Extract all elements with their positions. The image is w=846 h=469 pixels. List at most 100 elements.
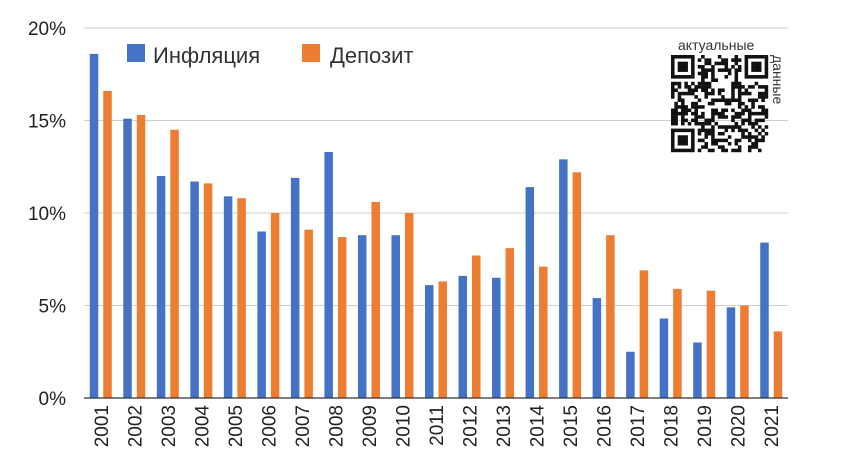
x-tick-label: 2004 [192, 405, 213, 448]
qr-module [734, 81, 739, 86]
qr-module [694, 95, 698, 99]
qr-module [711, 65, 715, 69]
grid-lines [84, 27, 788, 306]
bar-deposit [673, 288, 682, 398]
qr-module [671, 111, 675, 116]
bar-inflation [324, 151, 333, 398]
qr-module [727, 101, 732, 106]
qr-module [747, 145, 752, 149]
qr-module [744, 118, 749, 123]
qr-module [751, 105, 755, 109]
qr-module [761, 118, 765, 123]
x-tick-label: 2021 [762, 405, 783, 447]
qr-module [704, 95, 708, 99]
qr-module [671, 121, 675, 126]
qr-module [714, 61, 719, 66]
qr-module [697, 98, 702, 103]
qr-module [724, 101, 729, 106]
qr-module [684, 105, 688, 109]
bar-inflation [525, 187, 535, 398]
qr-module [671, 141, 675, 146]
x-tick-label: 2017 [628, 405, 649, 447]
qr-module [704, 131, 708, 136]
qr-module [761, 95, 765, 99]
qr-module [741, 85, 745, 89]
qr-code-block[interactable]: актуальные данные [671, 37, 786, 153]
qr-module [671, 148, 675, 153]
x-tick-label: 2014 [528, 405, 549, 448]
qr-module [717, 131, 722, 136]
qr-module [674, 55, 678, 59]
qr-module [731, 148, 735, 153]
legend-label-inflation: Инфляция [153, 43, 260, 68]
qr-module [744, 75, 749, 79]
qr-module [724, 148, 729, 153]
bar-deposit [472, 255, 481, 398]
qr-module [734, 138, 739, 143]
qr-module [737, 115, 742, 119]
qr-module [691, 71, 695, 76]
qr-module [764, 95, 769, 99]
qr-module [701, 85, 705, 89]
qr-module [694, 105, 698, 109]
qr-module [681, 108, 685, 113]
bar-deposit [606, 235, 615, 398]
qr-module [701, 115, 705, 119]
qr-module [737, 68, 742, 72]
qr-module [761, 108, 765, 113]
qr-module [737, 105, 742, 109]
qr-module [704, 85, 708, 89]
qr-module [704, 58, 708, 62]
qr-module [714, 138, 719, 143]
qr-module [711, 118, 715, 123]
qr-module [724, 98, 729, 103]
qr-module [711, 138, 715, 143]
qr-module [724, 108, 729, 113]
qr-module [734, 141, 739, 146]
qr-module [754, 128, 759, 133]
bar-inflation [760, 242, 769, 398]
qr-module [764, 115, 769, 119]
qr-module [751, 145, 755, 149]
qr-module [707, 118, 712, 123]
qr-module [764, 91, 769, 96]
qr-module [691, 61, 695, 66]
qr-module [674, 81, 678, 86]
qr-module [677, 95, 682, 99]
qr-module [701, 75, 705, 79]
bar-inflation [458, 275, 468, 398]
qr-module [711, 108, 715, 113]
qr-module [701, 78, 705, 82]
qr-module [691, 75, 695, 79]
qr-module [681, 91, 685, 96]
qr-module [707, 128, 712, 133]
qr-module [681, 75, 685, 79]
qr-module [737, 81, 742, 86]
qr-module [741, 131, 745, 136]
qr-module [707, 131, 712, 136]
qr-module [691, 58, 695, 62]
qr-module [671, 81, 675, 86]
qr-module [747, 75, 752, 79]
qr-module [747, 91, 752, 96]
qr-module [764, 55, 769, 59]
qr-module [747, 121, 752, 126]
qr-module [701, 55, 705, 59]
qr-module [734, 71, 739, 76]
qr-module [731, 128, 735, 133]
qr-module [701, 88, 705, 92]
qr-module [741, 135, 745, 139]
x-tick-label: 2020 [729, 405, 750, 447]
x-tick-label: 2006 [259, 405, 280, 447]
qr-module [701, 81, 705, 86]
qr-module [711, 141, 715, 146]
qr-caption-top: актуальные [678, 37, 755, 53]
bar-deposit [505, 248, 515, 398]
qr-caption-side: данные [770, 55, 786, 104]
qr-code-icon[interactable] [671, 55, 769, 153]
qr-module [714, 121, 719, 126]
qr-module [747, 148, 752, 153]
qr-module [757, 111, 762, 116]
qr-module [737, 88, 742, 92]
legend-swatch-deposit [302, 44, 320, 62]
